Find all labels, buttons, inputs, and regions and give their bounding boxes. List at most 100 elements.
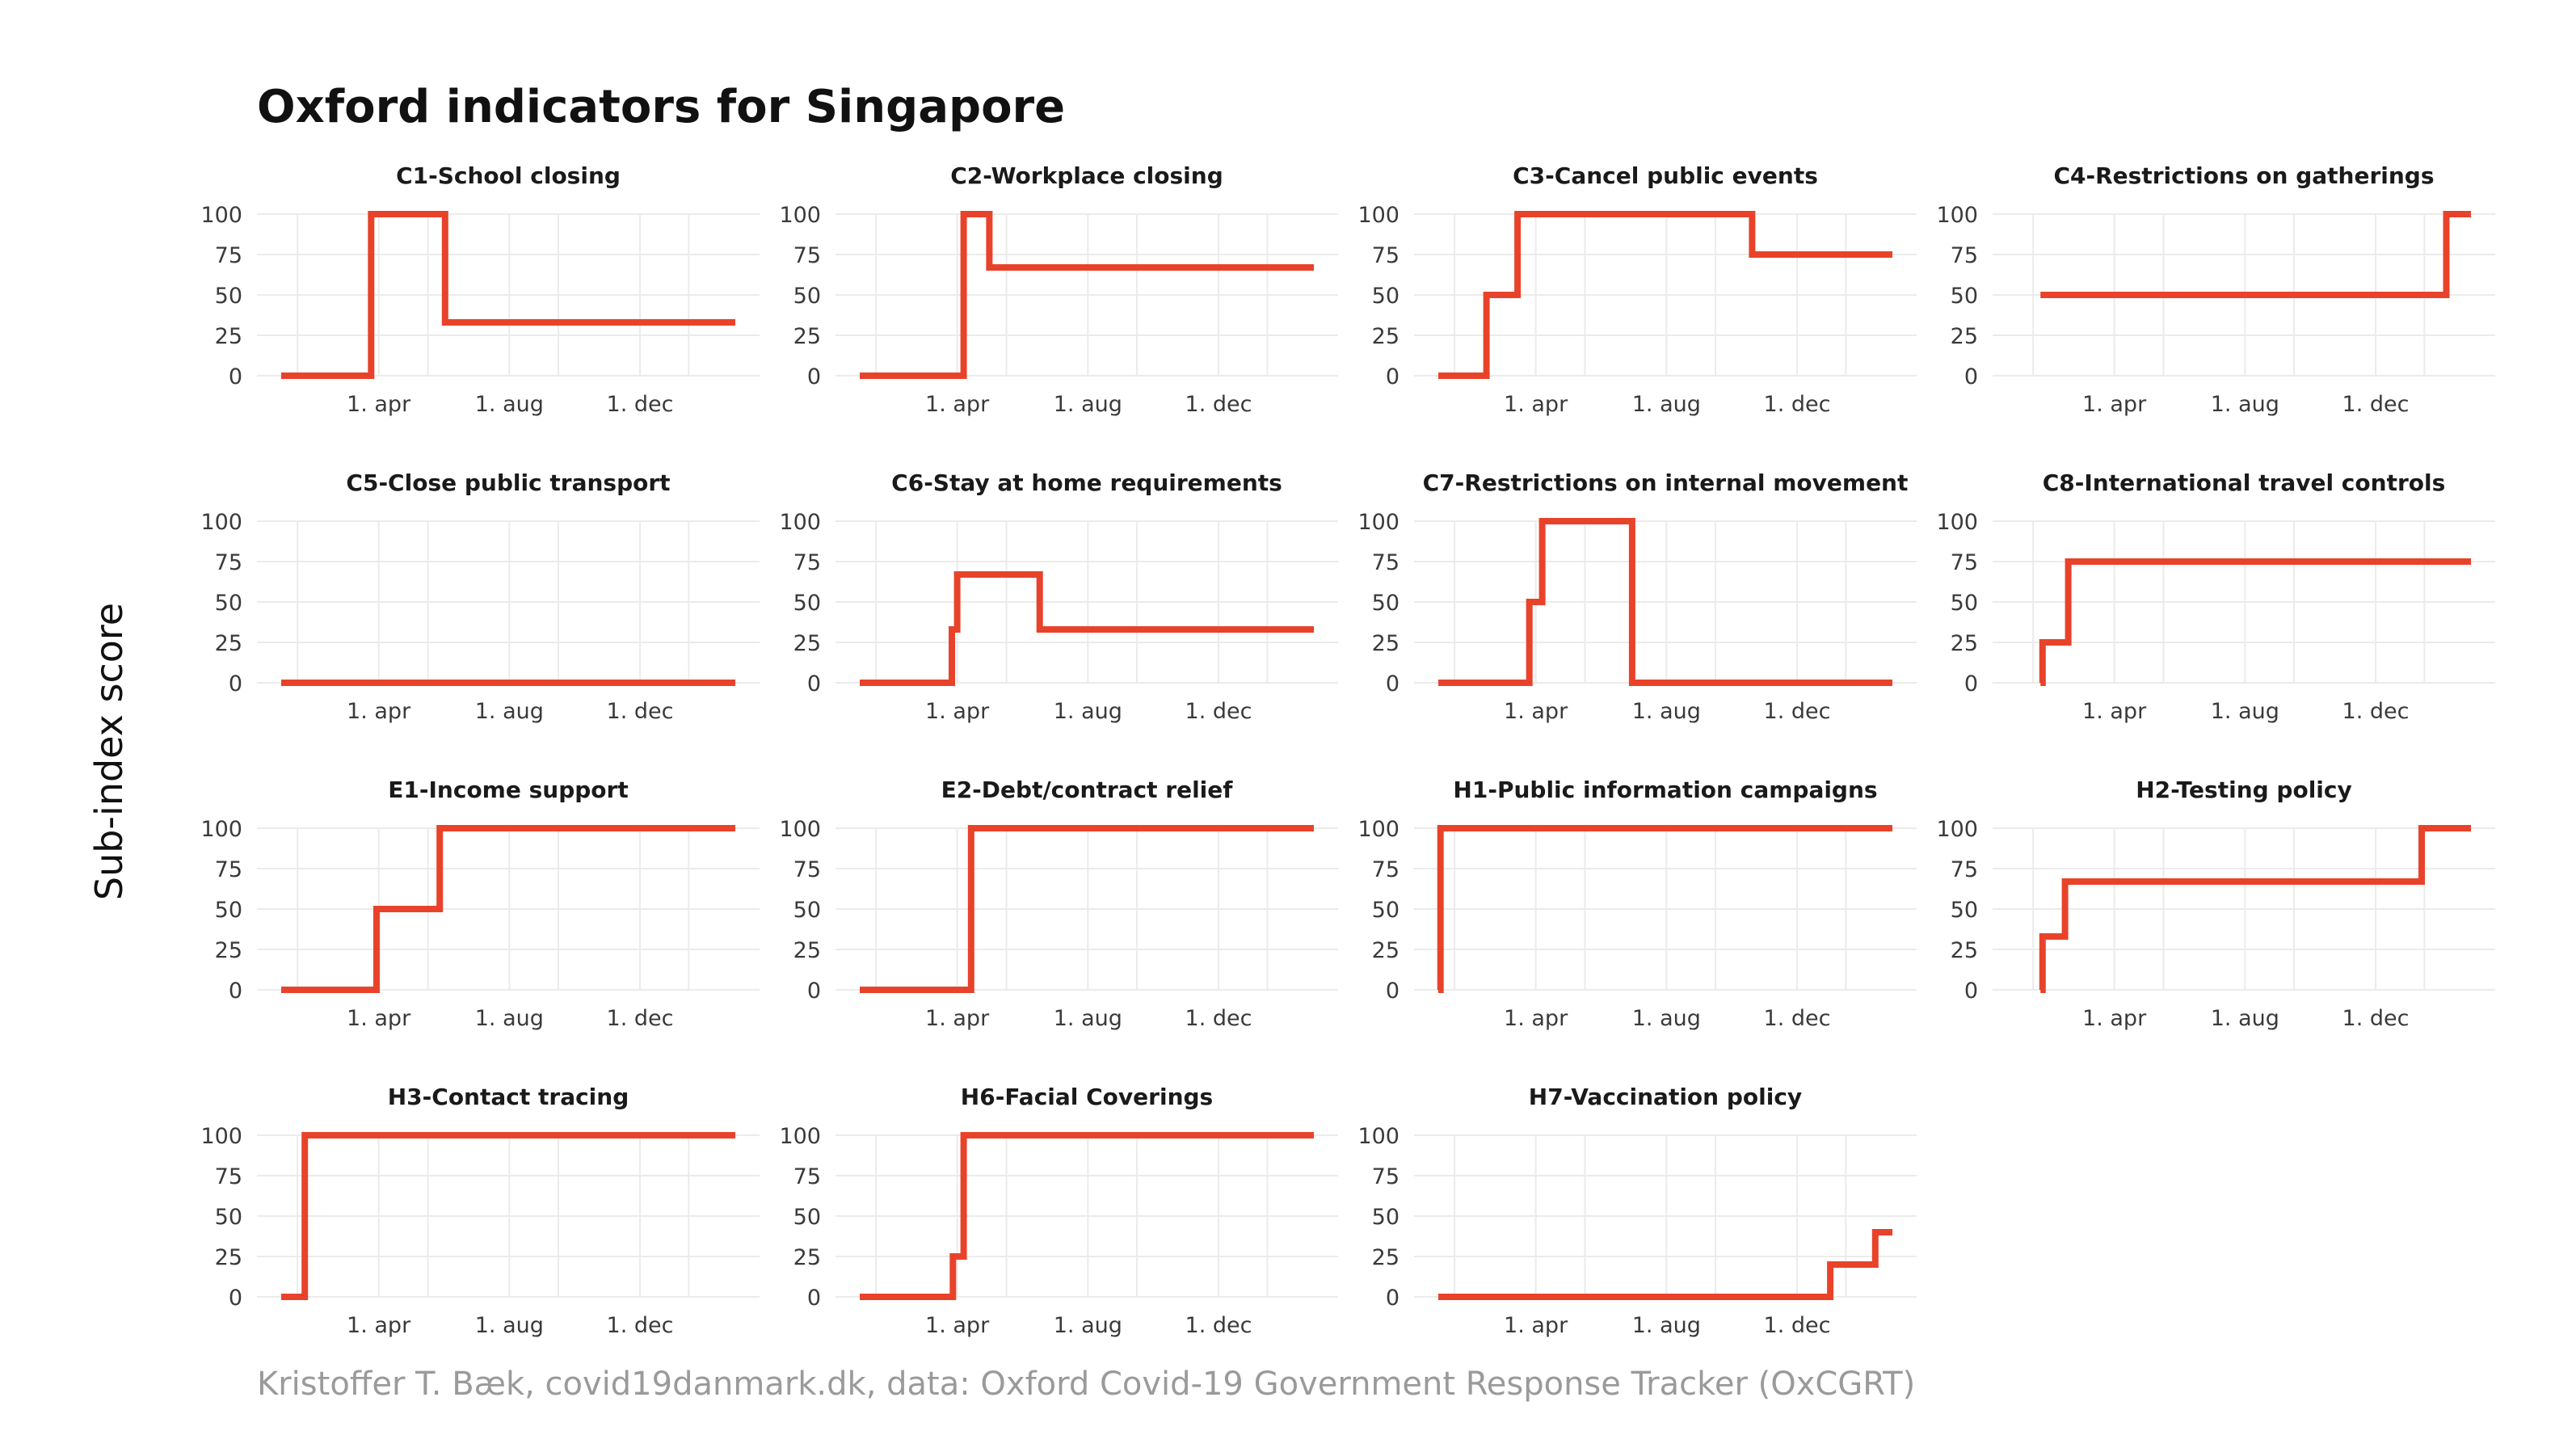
y-tick-label: 100 bbox=[779, 1124, 821, 1149]
y-tick-label: 25 bbox=[1372, 324, 1400, 349]
y-tick-label: 50 bbox=[793, 1205, 821, 1230]
y-tick-label: 25 bbox=[1372, 938, 1400, 963]
x-tick-label: 1. dec bbox=[1185, 699, 1252, 724]
x-tick-label: 1. dec bbox=[1764, 392, 1831, 417]
y-tick-label: 50 bbox=[793, 898, 821, 923]
y-tick-label: 100 bbox=[200, 1124, 242, 1149]
x-tick-label: 1. apr bbox=[347, 1006, 411, 1031]
x-tick-label: 1. apr bbox=[925, 1313, 990, 1338]
y-tick-label: 50 bbox=[1372, 1205, 1400, 1230]
facet-panel: C2-Workplace closing 0 25 50 75 100 1. apr 1. a… bbox=[779, 162, 1338, 417]
series-line bbox=[860, 825, 1314, 993]
panel-title: C3-Cancel public events bbox=[1513, 162, 1818, 189]
x-tick-label: 1. apr bbox=[2082, 1006, 2147, 1031]
y-tick-label: 0 bbox=[1964, 671, 1978, 697]
y-tick-label: 75 bbox=[215, 857, 242, 882]
x-tick-label: 1. aug bbox=[1632, 1313, 1701, 1338]
x-tick-label: 1. dec bbox=[2342, 1006, 2410, 1031]
series-line bbox=[281, 1132, 735, 1300]
x-tick-label: 1. dec bbox=[607, 1313, 674, 1338]
series-line bbox=[281, 825, 735, 993]
y-tick-label: 50 bbox=[793, 284, 821, 309]
panel-title: H2-Testing policy bbox=[2136, 777, 2352, 803]
y-tick-label: 100 bbox=[779, 510, 821, 535]
x-tick-label: 1. dec bbox=[607, 392, 674, 417]
x-tick-label: 1. apr bbox=[925, 1006, 990, 1031]
y-tick-label: 100 bbox=[200, 510, 242, 535]
y-tick-label: 50 bbox=[1372, 591, 1400, 616]
x-tick-label: 1. aug bbox=[1054, 392, 1122, 417]
facet-panel: C4-Restrictions on gatherings 0 25 50 75 100 1… bbox=[1936, 162, 2495, 417]
y-tick-label: 25 bbox=[793, 938, 821, 963]
panel-title: H7-Vaccination policy bbox=[1529, 1084, 1802, 1110]
x-tick-label: 1. aug bbox=[1054, 699, 1122, 724]
panel-title: E2-Debt/contract relief bbox=[941, 777, 1234, 803]
y-tick-label: 25 bbox=[1951, 938, 1978, 963]
y-tick-label: 0 bbox=[229, 1286, 242, 1311]
y-tick-label: 75 bbox=[793, 1164, 821, 1189]
y-tick-label: 25 bbox=[1951, 631, 1978, 656]
y-tick-label: 0 bbox=[1386, 671, 1400, 697]
x-tick-label: 1. dec bbox=[1764, 1006, 1831, 1031]
x-tick-label: 1. aug bbox=[1054, 1006, 1122, 1031]
panel-title: C8-International travel controls bbox=[2043, 469, 2446, 496]
series-line bbox=[860, 1132, 1314, 1300]
y-tick-label: 75 bbox=[793, 550, 821, 575]
y-tick-label: 0 bbox=[1386, 979, 1400, 1004]
x-tick-label: 1. apr bbox=[925, 392, 990, 417]
facet-panel: H1-Public information campaigns 0 25 50 75 10… bbox=[1357, 777, 1917, 1031]
y-tick-label: 0 bbox=[229, 671, 242, 697]
facet-panel: E2-Debt/contract relief 0 25 50 75 100 1. apr 1… bbox=[779, 777, 1338, 1031]
y-tick-label: 100 bbox=[200, 203, 242, 228]
x-tick-label: 1. dec bbox=[1185, 1006, 1252, 1031]
y-tick-label: 100 bbox=[779, 203, 821, 228]
x-tick-label: 1. aug bbox=[1632, 699, 1701, 724]
y-tick-label: 50 bbox=[215, 591, 242, 616]
y-tick-label: 100 bbox=[1357, 203, 1400, 228]
y-tick-label: 75 bbox=[1372, 550, 1400, 575]
x-tick-label: 1. apr bbox=[347, 699, 411, 724]
y-tick-label: 0 bbox=[807, 979, 821, 1004]
y-tick-label: 75 bbox=[793, 243, 821, 268]
x-tick-label: 1. aug bbox=[2211, 1006, 2279, 1031]
facet-panel: C8-International travel controls 0 25 50 75 1… bbox=[1936, 469, 2495, 724]
facet-panel: H2-Testing policy 0 25 50 75 100 1. apr 1. aug 1… bbox=[1936, 777, 2495, 1031]
y-tick-label: 0 bbox=[229, 979, 242, 1004]
caption: Kristoffer T. Bæk, covid19danmark.dk, da… bbox=[257, 1366, 1916, 1403]
x-tick-label: 1. dec bbox=[1764, 1313, 1831, 1338]
y-tick-label: 50 bbox=[1372, 284, 1400, 309]
x-tick-label: 1. apr bbox=[1504, 699, 1568, 724]
y-tick-label: 0 bbox=[807, 364, 821, 389]
x-tick-label: 1. apr bbox=[925, 699, 990, 724]
y-tick-label: 100 bbox=[1936, 510, 1978, 535]
facet-panel: C1-School closing 0 25 50 75 100 1. apr 1. aug 1… bbox=[200, 162, 760, 417]
x-tick-label: 1. dec bbox=[1185, 392, 1252, 417]
x-tick-label: 1. aug bbox=[2211, 699, 2279, 724]
panel-title: E1-Income support bbox=[388, 777, 628, 803]
y-tick-label: 75 bbox=[1372, 1164, 1400, 1189]
series-line bbox=[860, 571, 1314, 686]
y-tick-label: 75 bbox=[1951, 550, 1978, 575]
y-tick-label: 25 bbox=[793, 631, 821, 656]
series-line bbox=[281, 211, 735, 379]
series-line bbox=[1438, 518, 1892, 686]
x-tick-label: 1. apr bbox=[347, 392, 411, 417]
panel-title: C7-Restrictions on internal movement bbox=[1423, 469, 1909, 496]
panel-title: C1-School closing bbox=[396, 162, 621, 189]
facet-panel: C7-Restrictions on internal movement 0 25 5… bbox=[1357, 469, 1917, 724]
x-tick-label: 1. apr bbox=[2082, 699, 2147, 724]
y-tick-label: 75 bbox=[1951, 243, 1978, 268]
y-tick-label: 75 bbox=[1951, 857, 1978, 882]
y-tick-label: 100 bbox=[1357, 510, 1400, 535]
x-tick-label: 1. aug bbox=[475, 699, 544, 724]
x-tick-label: 1. aug bbox=[475, 392, 544, 417]
x-tick-label: 1. apr bbox=[1504, 392, 1568, 417]
y-tick-label: 25 bbox=[215, 631, 242, 656]
x-tick-label: 1. aug bbox=[2211, 392, 2279, 417]
panel-title: H3-Contact tracing bbox=[388, 1084, 629, 1110]
y-tick-label: 50 bbox=[215, 1205, 242, 1230]
y-tick-label: 100 bbox=[1936, 817, 1978, 842]
y-tick-label: 50 bbox=[215, 898, 242, 923]
x-tick-label: 1. apr bbox=[1504, 1006, 1568, 1031]
